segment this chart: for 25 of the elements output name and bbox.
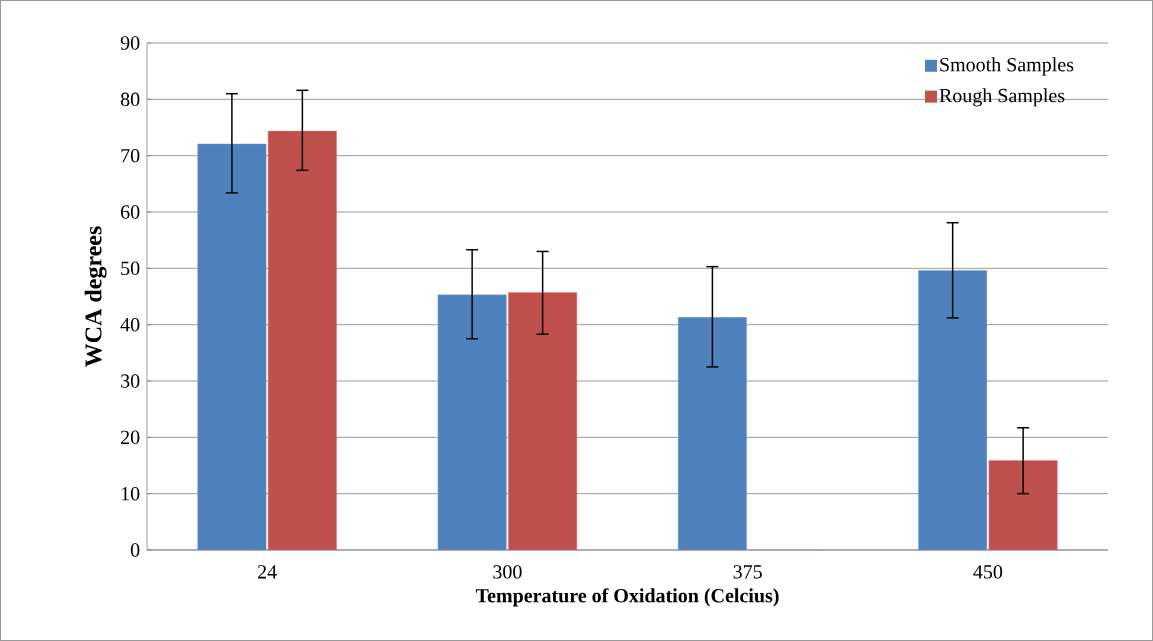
legend-label: Rough Samples <box>939 88 1065 107</box>
bar <box>677 317 747 550</box>
y-tick-label: 20 <box>121 430 140 445</box>
x-tick-label: 375 <box>733 565 762 579</box>
y-tick-label: 90 <box>120 36 140 50</box>
legend-label: Smooth Samples <box>940 57 1074 76</box>
bar <box>918 270 988 550</box>
y-tick-label: 60 <box>121 205 140 219</box>
x-axis-title: Temperature of Oxidation (Celcius) <box>475 588 779 607</box>
x-tick-label: 24 <box>258 565 277 579</box>
y-tick-label: 10 <box>121 486 140 501</box>
y-tick-label: 0 <box>130 543 140 557</box>
y-tick-label: 40 <box>120 317 140 332</box>
y-tick-label: 50 <box>121 261 140 276</box>
y-tick-label: 70 <box>121 148 140 163</box>
y-axis-title: WCA degrees <box>84 226 107 367</box>
bar <box>988 460 1058 550</box>
y-tick-label: 30 <box>121 374 140 388</box>
bar <box>437 294 507 550</box>
x-tick-label: 300 <box>493 565 522 579</box>
bar <box>267 130 337 550</box>
x-tick-label: 450 <box>973 565 1003 579</box>
y-tick-label: 80 <box>120 92 140 107</box>
bar <box>197 143 267 550</box>
bar <box>508 292 578 550</box>
